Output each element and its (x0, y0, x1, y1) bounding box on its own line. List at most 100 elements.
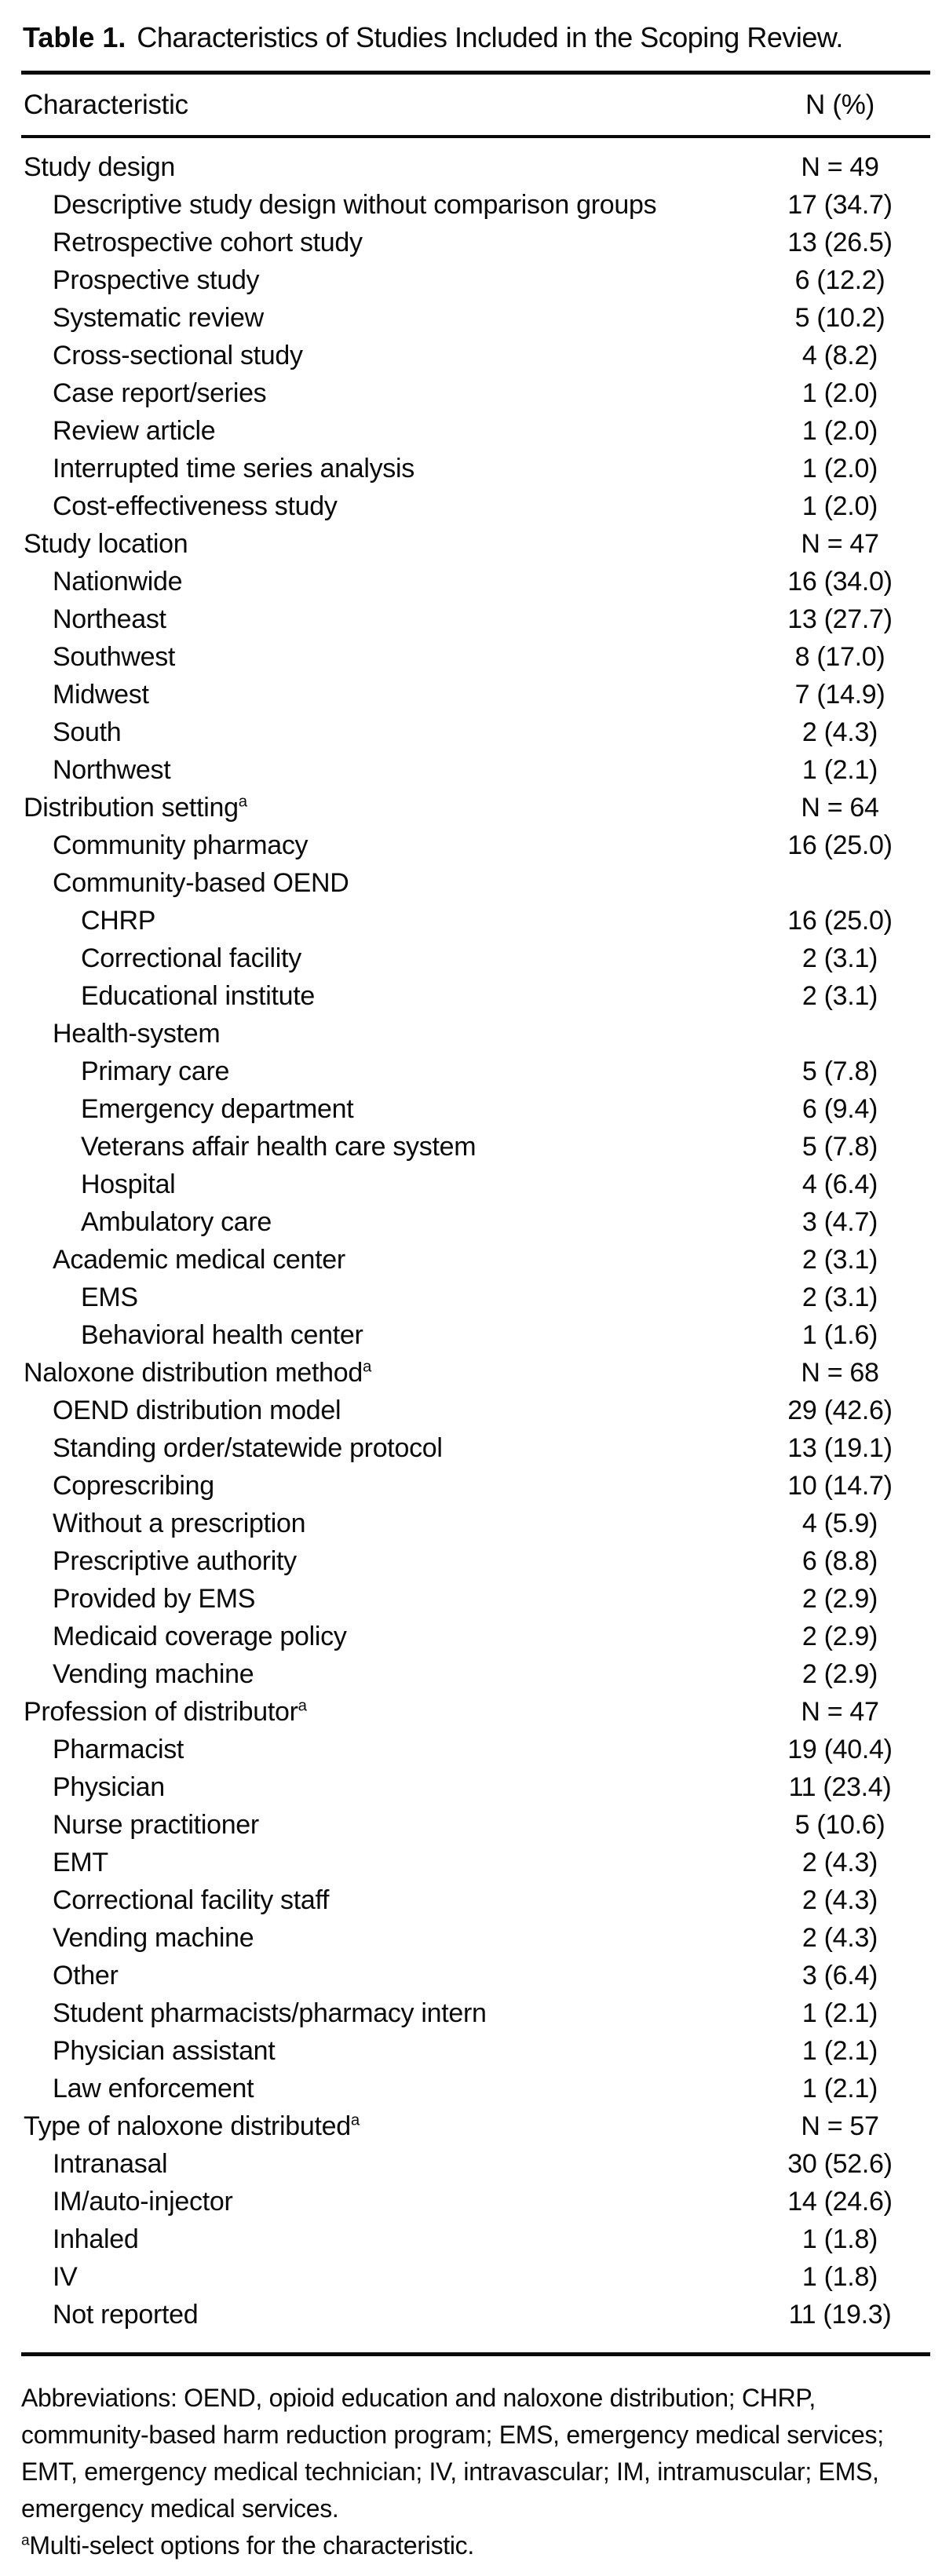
row-label: Interrupted time series analysis (21, 454, 750, 484)
row-value: 16 (25.0) (787, 905, 893, 936)
row-value: 2 (4.3) (801, 1847, 878, 1877)
table-row: Review article 1 (2.0) (21, 412, 930, 450)
row-label: Academic medical center (21, 1245, 750, 1275)
table-row: Correctional facility 2 (3.1) (21, 940, 930, 977)
table-title: Table 1. Characteristics of Studies Inclu… (23, 20, 930, 55)
table-header-row: Characteristic N (%) (21, 75, 930, 135)
row-label-text: CHRP (81, 905, 156, 936)
row-label: Correctional facility staff (21, 1885, 750, 1916)
row-value: N = 49 (801, 151, 879, 182)
column-header-n-percent: N (%) (805, 89, 874, 120)
row-value: 5 (10.6) (794, 1809, 885, 1840)
row-label: Ambulatory care (21, 1207, 750, 1238)
row-label-text: Inhaled (53, 2224, 139, 2254)
row-label-text: Type of naloxone distributed (24, 2111, 351, 2141)
row-value: 1 (2.1) (801, 1998, 878, 2028)
row-value: 1 (1.8) (801, 2224, 878, 2254)
top-rule (21, 71, 930, 75)
row-label: IM/auto-injector (21, 2187, 750, 2217)
row-label-text: Cost-effectiveness study (53, 491, 338, 521)
row-label: Vending machine (21, 1659, 750, 1690)
row-label-text: Standing order/statewide protocol (53, 1432, 443, 1463)
table-row: Study location N = 47 (21, 525, 930, 563)
table-row: Community-based OEND (21, 864, 930, 902)
row-label: Nurse practitioner (21, 1810, 750, 1841)
row-value: N = 68 (801, 1357, 879, 1388)
table-row: Provided by EMS 2 (2.9) (21, 1580, 930, 1618)
table-number-label: Table 1. (23, 21, 126, 53)
row-label: Hospital (21, 1169, 750, 1200)
row-value: 2 (2.9) (801, 1583, 878, 1614)
row-label-text: Medicaid coverage policy (53, 1621, 347, 1651)
table-row: Interrupted time series analysis 1 (2.0) (21, 450, 930, 487)
row-value: 11 (23.4) (788, 1771, 892, 1802)
row-value: 4 (6.4) (801, 1169, 878, 1199)
row-value: 16 (25.0) (787, 830, 893, 860)
row-label-text: Distribution setting (24, 792, 239, 823)
row-label: Cost-effectiveness study (21, 491, 750, 522)
row-label-text: Other (53, 1960, 119, 1990)
row-label-text: Profession of distributor (24, 1696, 298, 1727)
row-value: 2 (2.9) (801, 1621, 878, 1651)
table-row: IM/auto-injector 14 (24.6) (21, 2183, 930, 2220)
table-row: Profession of distributora N = 47 (21, 1693, 930, 1731)
row-label-text: Behavioral health center (81, 1319, 363, 1350)
row-label: Type of naloxone distributeda (21, 2111, 750, 2142)
row-value: 6 (8.8) (801, 1545, 878, 1576)
table-caption: Characteristics of Studies Included in t… (137, 21, 843, 53)
table-row: Behavioral health center 1 (1.6) (21, 1316, 930, 1354)
row-value: 1 (2.0) (801, 491, 878, 521)
row-label-text: Intranasal (53, 2148, 168, 2179)
table-row: Medicaid coverage policy 2 (2.9) (21, 1618, 930, 1655)
row-label-text: Hospital (81, 1169, 176, 1199)
row-value: 1 (2.0) (801, 453, 878, 483)
row-value: 5 (7.8) (801, 1056, 878, 1086)
table-row: Health-system (21, 1015, 930, 1053)
footnote-marker: a (238, 793, 247, 811)
row-label: South (21, 717, 750, 748)
row-label-text: Southwest (53, 641, 176, 672)
row-label-text: Systematic review (53, 302, 264, 333)
row-label: Behavioral health center (21, 1320, 750, 1351)
row-label: Pharmacist (21, 1735, 750, 1765)
header-rule (21, 135, 930, 138)
row-label: EMS (21, 1283, 750, 1313)
row-label: Prospective study (21, 265, 750, 296)
row-label-text: Provided by EMS (53, 1583, 256, 1614)
row-value: N = 47 (801, 528, 879, 559)
table-row: Coprescribing 10 (14.7) (21, 1467, 930, 1505)
row-label-text: Northwest (53, 754, 171, 785)
table-row: EMT 2 (4.3) (21, 1844, 930, 1881)
table-footnotes: Abbreviations: OEND, opioid education an… (21, 2380, 930, 2564)
table-row: Systematic review 5 (10.2) (21, 299, 930, 337)
row-label-text: Law enforcement (53, 2073, 254, 2103)
row-label: Emergency department (21, 1094, 750, 1125)
row-label: Cross-sectional study (21, 341, 750, 371)
table-row: Without a prescription 4 (5.9) (21, 1505, 930, 1542)
row-value: 1 (2.1) (801, 754, 878, 785)
row-label: Midwest (21, 680, 750, 710)
table-row: Study design N = 49 (21, 148, 930, 186)
row-label: Provided by EMS (21, 1584, 750, 1615)
row-label-text: Primary care (81, 1056, 230, 1086)
row-label: Standing order/statewide protocol (21, 1433, 750, 1464)
row-label: Other (21, 1961, 750, 1991)
table-row: Intranasal 30 (52.6) (21, 2145, 930, 2183)
row-label: Inhaled (21, 2224, 750, 2255)
table-row: Cost-effectiveness study 1 (2.0) (21, 487, 930, 525)
table-row: Hospital 4 (6.4) (21, 1166, 930, 1203)
table-row: Cross-sectional study 4 (8.2) (21, 337, 930, 374)
table-row: Case report/series 1 (2.0) (21, 374, 930, 412)
table-row: Law enforcement 1 (2.1) (21, 2070, 930, 2107)
row-value: 3 (4.7) (801, 1206, 878, 1237)
table-row: Ambulatory care 3 (4.7) (21, 1203, 930, 1241)
row-label-text: OEND distribution model (53, 1395, 341, 1425)
table-row: South 2 (4.3) (21, 713, 930, 751)
footnote-marker: a (21, 2532, 30, 2549)
row-value: 4 (8.2) (801, 340, 878, 370)
row-label-text: Educational institute (81, 980, 316, 1011)
row-label: Community-based OEND (21, 868, 750, 899)
row-value: 14 (24.6) (787, 2186, 893, 2217)
row-value: 13 (26.5) (787, 227, 893, 257)
row-value: 1 (1.8) (801, 2261, 878, 2292)
